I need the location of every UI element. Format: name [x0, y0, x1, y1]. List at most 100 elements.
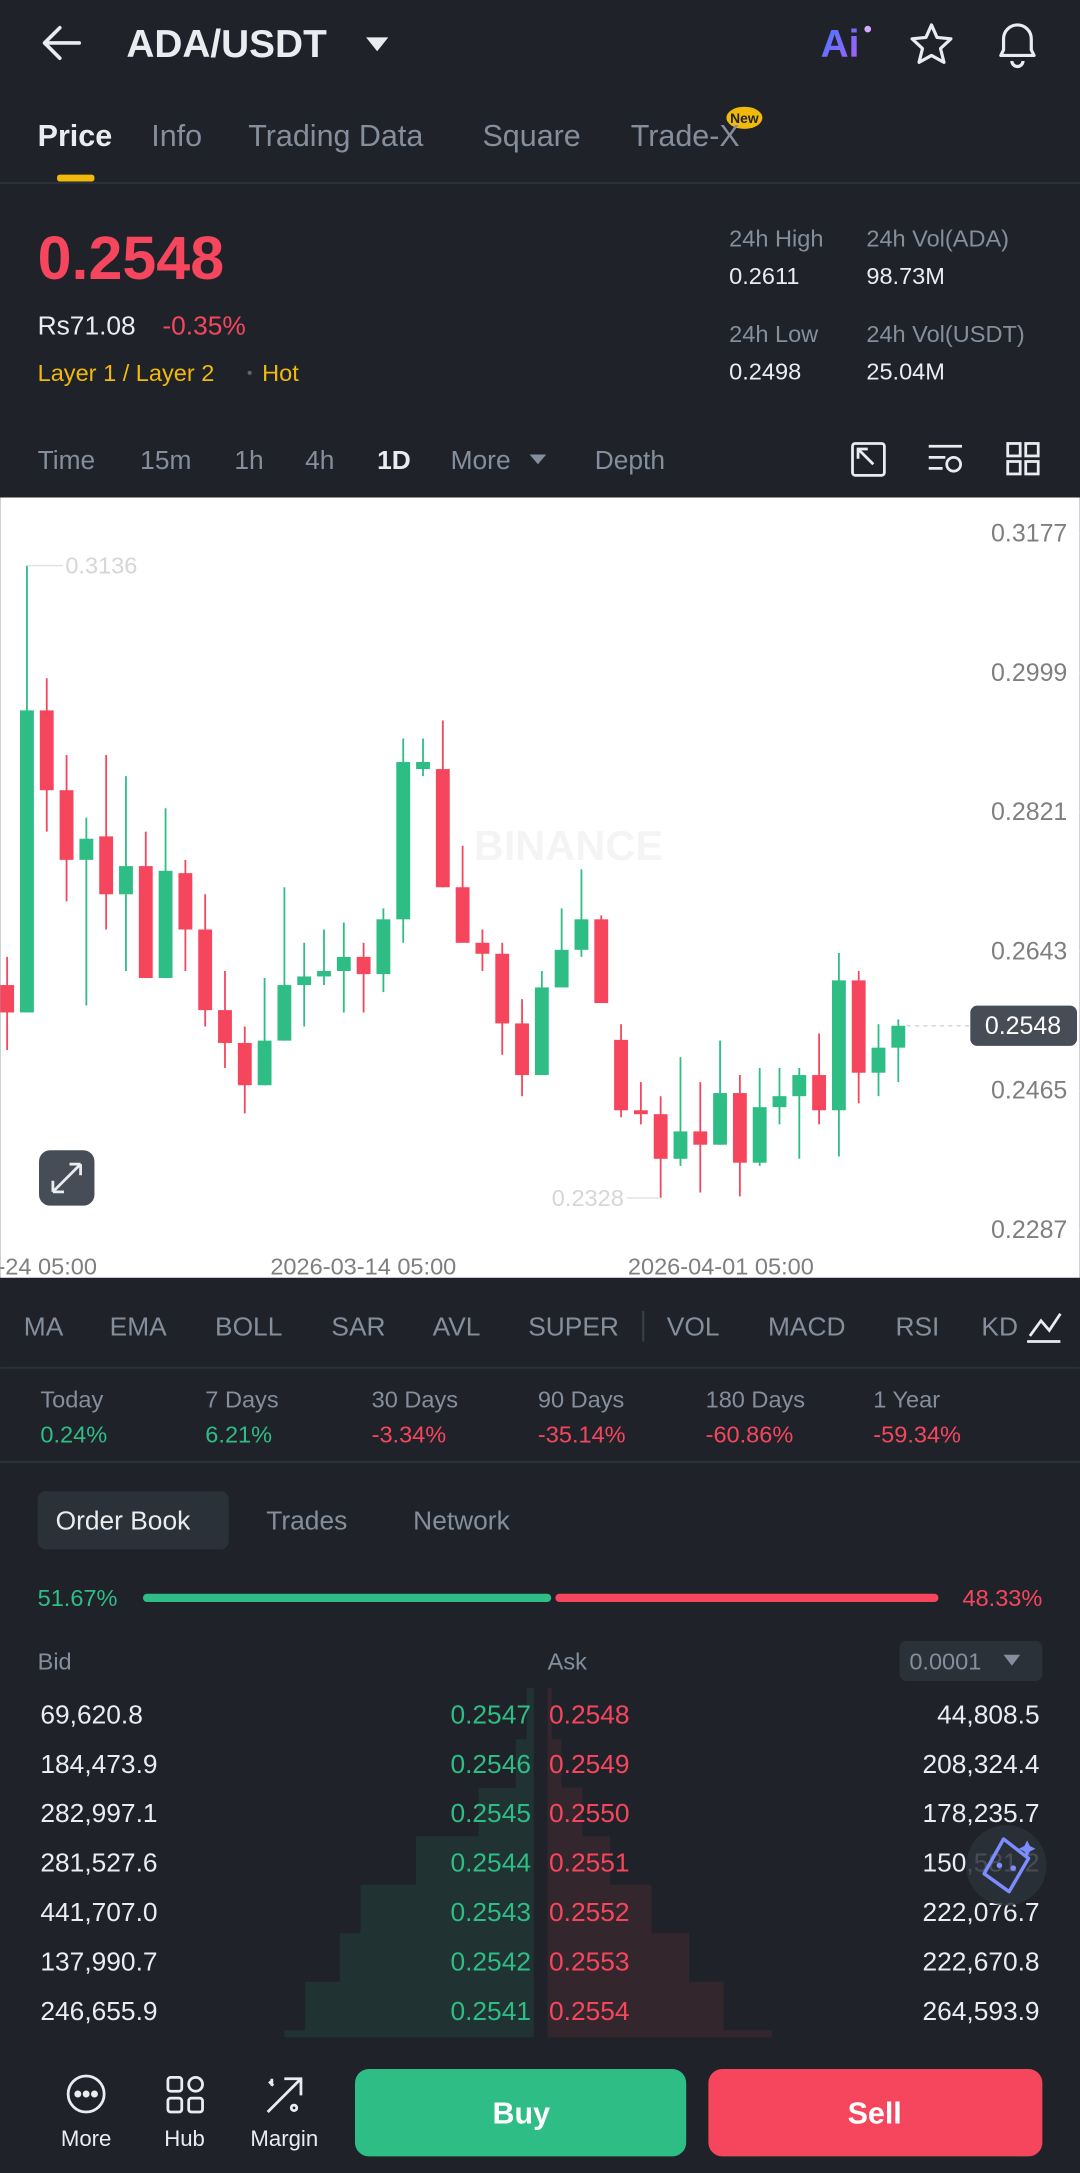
- interval[interactable]: 4h: [305, 445, 334, 475]
- indicator-settings[interactable]: [1027, 1313, 1062, 1343]
- bell-button[interactable]: [999, 23, 1036, 69]
- back-button[interactable]: [42, 25, 82, 61]
- bid-price: 0.2546: [450, 1749, 531, 1779]
- bid-header: Bid: [38, 1649, 72, 1675]
- tab[interactable]: Price: [38, 119, 113, 153]
- active-tab-indicator: [57, 174, 95, 182]
- bid-price: 0.2542: [450, 1947, 531, 1977]
- period-label: Today: [40, 1387, 103, 1413]
- candle-body: [653, 1114, 668, 1159]
- pair-title[interactable]: ADA/USDT: [126, 23, 327, 66]
- tab[interactable]: Trade-X: [631, 119, 740, 153]
- precision-caret: [1003, 1654, 1021, 1666]
- tab[interactable]: Square: [482, 119, 580, 153]
- chart-tool-icons[interactable]: [851, 442, 1040, 477]
- last-price-label: 0.2548: [985, 1012, 1061, 1040]
- precision[interactable]: 0.0001: [909, 1649, 981, 1675]
- nav-label[interactable]: More: [61, 2126, 111, 2151]
- indicator[interactable]: AVL: [433, 1311, 481, 1341]
- y-tick-label: 0.2821: [991, 798, 1067, 826]
- bid-price: 0.2544: [450, 1848, 531, 1878]
- candle-body: [39, 710, 54, 791]
- interval[interactable]: More: [451, 445, 511, 475]
- buy-button[interactable]: [354, 2069, 687, 2157]
- period-change: 6.21%: [205, 1421, 272, 1447]
- pair-caret[interactable]: [366, 37, 389, 52]
- candle-body: [178, 873, 193, 930]
- period-change: -59.34%: [873, 1421, 961, 1447]
- candle-body: [455, 887, 470, 943]
- indicator[interactable]: BOLL: [215, 1311, 282, 1341]
- interval[interactable]: Time: [38, 445, 96, 475]
- period-label: 7 Days: [205, 1387, 278, 1413]
- indicator[interactable]: RSI: [895, 1311, 939, 1341]
- indicator[interactable]: KD: [981, 1311, 1018, 1341]
- bid-amount: 246,655.9: [40, 1996, 157, 2026]
- indicator[interactable]: VOL: [667, 1311, 720, 1341]
- stat-label: 24h High: [729, 225, 823, 251]
- book-tab[interactable]: Order Book: [56, 1505, 191, 1535]
- indicator[interactable]: SUPER: [528, 1311, 619, 1341]
- interval[interactable]: 1h: [234, 445, 263, 475]
- candle-body: [79, 838, 94, 860]
- tab[interactable]: Info: [151, 119, 202, 153]
- candle-body: [416, 762, 430, 770]
- x-tick-label: 2026-04-01 05:00: [628, 1254, 814, 1280]
- stat-label: 24h Vol(ADA): [866, 225, 1009, 251]
- buy-label: Buy: [493, 2096, 551, 2130]
- period-label: 90 Days: [538, 1387, 624, 1413]
- ask-price: 0.2552: [549, 1897, 630, 1927]
- star-button[interactable]: [910, 23, 953, 64]
- candle-body: [317, 970, 331, 977]
- ask-price: 0.2549: [549, 1749, 630, 1779]
- bid-price: 0.2541: [450, 1996, 531, 2026]
- candle-body: [297, 976, 312, 986]
- indicator[interactable]: MACD: [768, 1311, 846, 1341]
- active-book-tab[interactable]: [37, 1491, 229, 1550]
- nav-label[interactable]: Hub: [164, 2126, 205, 2151]
- ai-button[interactable]: Ai: [821, 23, 860, 66]
- interval[interactable]: 1D: [377, 445, 411, 475]
- y-tick-label: 0.2999: [991, 659, 1067, 687]
- candle-body: [594, 919, 609, 1004]
- bid-price: 0.2545: [450, 1798, 531, 1828]
- period-change: -3.34%: [372, 1421, 447, 1447]
- x-tick-label: -24 05:00: [0, 1254, 97, 1280]
- more-caret[interactable]: [529, 454, 547, 465]
- y-tick-label: 0.2643: [991, 937, 1067, 965]
- interval[interactable]: 15m: [140, 445, 191, 475]
- nav-label[interactable]: Margin: [250, 2126, 318, 2151]
- candle-body: [475, 942, 490, 954]
- candle-body: [812, 1075, 827, 1111]
- low-label: 0.2328: [552, 1185, 624, 1211]
- bid-ratio-bar: [142, 1593, 552, 1603]
- indicator[interactable]: SAR: [331, 1311, 385, 1341]
- indicator[interactable]: EMA: [110, 1311, 167, 1341]
- depth-shading: [284, 1687, 773, 2038]
- book-tab[interactable]: Network: [413, 1505, 510, 1535]
- bid-amount: 184,473.9: [40, 1749, 157, 1779]
- candle-body: [277, 985, 292, 1041]
- watermark: BINANCE: [474, 822, 663, 869]
- precision-dropdown[interactable]: [899, 1640, 1043, 1682]
- y-tick-label: 0.3177: [991, 520, 1067, 548]
- candle-body: [713, 1093, 728, 1145]
- candle-body: [59, 790, 74, 860]
- indicator[interactable]: MA: [24, 1311, 64, 1341]
- tab[interactable]: Trading Data: [248, 119, 423, 153]
- interval[interactable]: Depth: [595, 445, 665, 475]
- candle-body: [693, 1131, 708, 1145]
- candle-body: [376, 919, 391, 975]
- assistant-bubble[interactable]: [966, 1825, 1047, 1906]
- period-change: -35.14%: [538, 1421, 626, 1447]
- bid-amount: 282,997.1: [40, 1798, 157, 1828]
- ask-ratio-bar: [555, 1593, 939, 1603]
- candlestick-chart: BINANCE 0.3177 0.2999 0.2821 0.2643 0.2465 0.2…: [0, 520, 1080, 1280]
- bid-amount: 69,620.8: [40, 1699, 142, 1729]
- fiat-price: Rs71.08: [38, 311, 136, 341]
- book-tab[interactable]: Trades: [266, 1505, 347, 1535]
- stat-value: 0.2498: [729, 358, 801, 384]
- sell-button[interactable]: [708, 2069, 1043, 2157]
- period-label: 180 Days: [706, 1387, 805, 1413]
